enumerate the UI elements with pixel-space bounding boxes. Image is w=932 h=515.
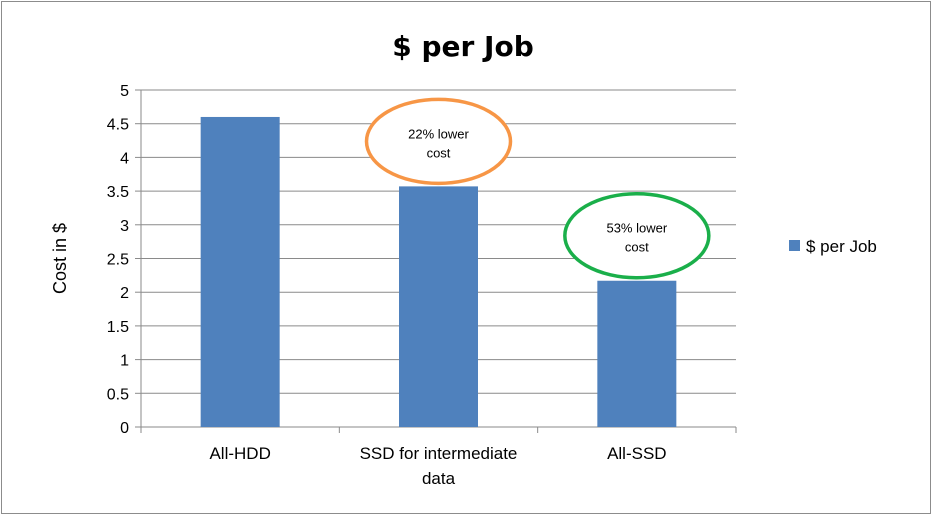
bar-2	[399, 186, 478, 427]
x-category-label: SSD for intermediate	[360, 444, 518, 463]
x-category-label: data	[422, 469, 456, 488]
y-tick-label: 1	[120, 353, 129, 370]
y-tick-label: 2.5	[107, 252, 129, 269]
y-tick-label: 5	[120, 83, 129, 100]
annotation-text: 22% lower	[408, 126, 469, 141]
y-tick-label: 3	[120, 218, 129, 235]
x-category-label: All-HDD	[209, 444, 270, 463]
annotation-text: cost	[427, 145, 451, 160]
annotation-text: 53% lower	[606, 221, 667, 236]
y-tick-label: 0.5	[107, 386, 129, 403]
y-tick-label: 4.5	[107, 117, 129, 134]
bar-3	[597, 280, 677, 427]
legend-swatch	[789, 240, 800, 251]
y-axis-title: Cost in $	[50, 223, 70, 294]
y-tick-label: 4	[120, 150, 129, 167]
chart-title: $ per Job	[392, 30, 534, 63]
annotation-text: cost	[625, 240, 649, 255]
bar-1	[200, 116, 280, 428]
legend-label: $ per Job	[806, 237, 877, 256]
annotation-ellipse	[563, 191, 711, 280]
y-tick-label: 1.5	[107, 319, 129, 336]
y-tick-label: 3.5	[107, 184, 129, 201]
y-tick-label: 2	[120, 285, 129, 302]
y-tick-label: 0	[120, 420, 129, 437]
annotation-ellipse	[364, 97, 513, 186]
x-category-label: All-SSD	[607, 444, 667, 463]
